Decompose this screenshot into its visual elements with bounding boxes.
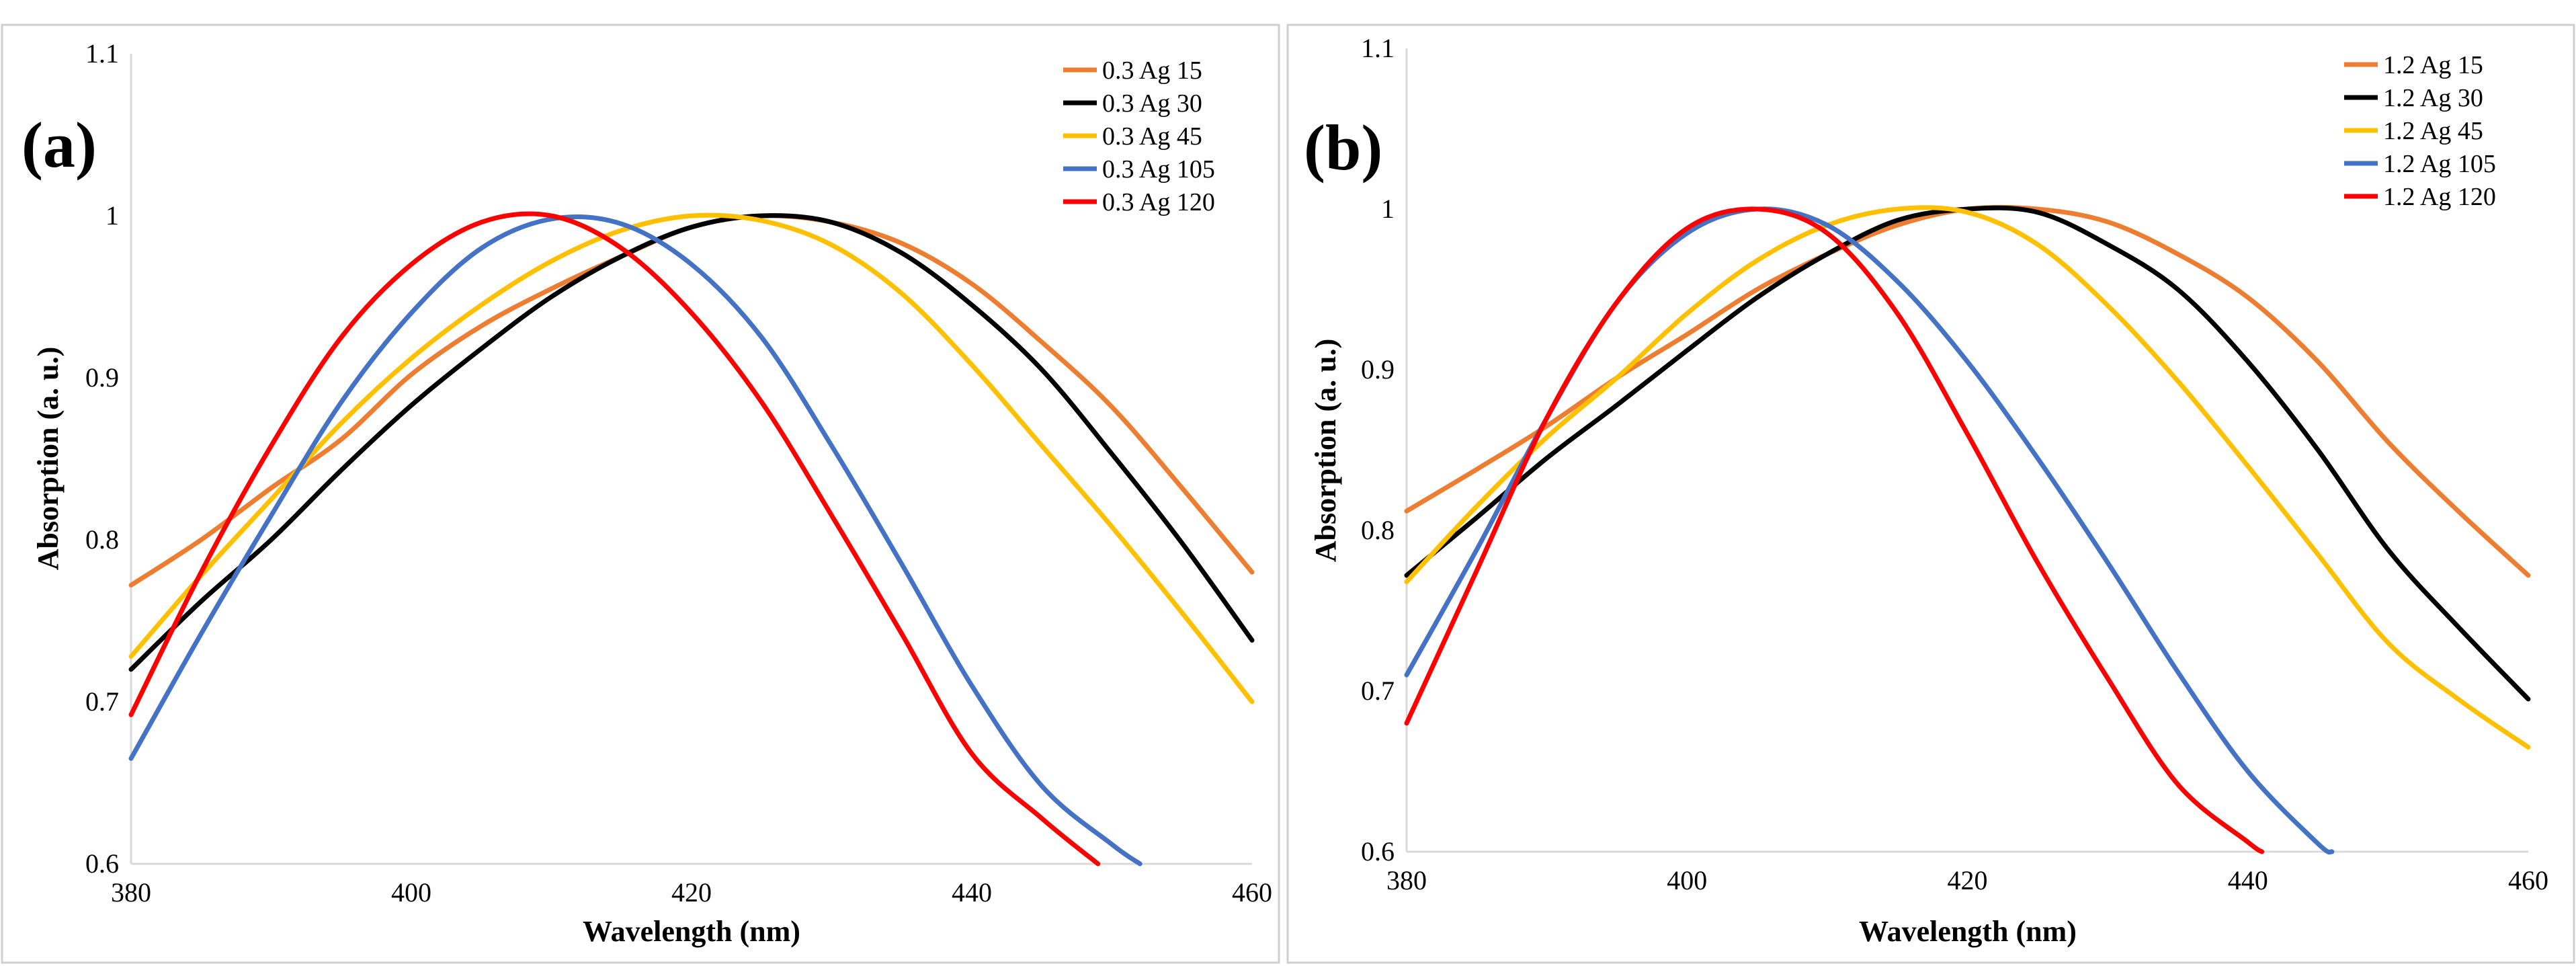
panel-b: (b) 0.6 0.7 0.8 0.9 1 1.1 380 400 420 440 460 1.2… [1286, 24, 2575, 964]
panel-a-x-tick-label: 440 [952, 877, 992, 908]
panel-b-y-tick-label: 0.9 [1361, 354, 1395, 385]
panel-b-y-tick-label: 0.7 [1361, 676, 1395, 706]
panel-b-x-ticks: 380 400 420 440 460 [1386, 865, 2548, 895]
panel-b-x-tick-label: 460 [2508, 865, 2548, 895]
panel-a-y-tick-label: 1 [106, 200, 119, 231]
panel-b-x-tick-label: 420 [1948, 865, 1988, 895]
panel-b-x-tick-label: 400 [1667, 865, 1707, 895]
panel-a-x-tick-label: 460 [1232, 877, 1272, 908]
panel-b-y-tick-label: 0.6 [1361, 836, 1395, 867]
panel-a-y-tick-label: 1.1 [85, 38, 119, 69]
panel-b-y-tick-label: 1.1 [1361, 33, 1395, 63]
panel-a-series-line-3 [128, 212, 1255, 705]
panel-a-y-tick-label: 0.9 [85, 362, 119, 393]
panel-a-y-ticks: 0.6 0.7 0.8 0.9 1 1.1 [85, 38, 119, 879]
panel-a-legend-label: 0.3 Ag 15 [1102, 56, 1202, 85]
panel-b-y-ticks: 0.6 0.7 0.8 0.9 1 1.1 [1361, 33, 1395, 867]
panel-a-legend-label: 0.3 Ag 45 [1102, 122, 1202, 151]
panel-b-x-tick-label: 440 [2228, 865, 2268, 895]
panel-b-y-tick-label: 0.8 [1361, 515, 1395, 545]
panel-a-x-axis-title: Wavelength (nm) [583, 915, 800, 948]
panel-b-legend-label: 1.2 Ag 120 [2383, 183, 2496, 211]
panel-a-series-line-2 [128, 213, 1255, 672]
panel-a-frame [1, 24, 1280, 964]
panel-b-y-axis-title: Absorption (a. u.) [1309, 339, 1342, 563]
panel-a-y-axis-title: Absorption (a. u.) [32, 347, 65, 571]
panel-b-series-line-3 [1404, 205, 2531, 750]
panel-a-legend-label: 0.3 Ag 105 [1102, 155, 1215, 184]
panel-b-legend-label: 1.2 Ag 15 [2383, 51, 2483, 79]
panel-a-legend-label: 0.3 Ag 30 [1102, 89, 1202, 118]
panel-a-y-tick-label: 0.8 [85, 524, 119, 555]
panel-a-series-line-4 [128, 214, 1142, 867]
panel-a-legend: 0.3 Ag 15 0.3 Ag 30 0.3 Ag 45 0.3 Ag 105 0.3… [1063, 56, 1215, 216]
panel-b-x-tick-label: 380 [1386, 865, 1427, 895]
panel-a-y-tick-label: 0.7 [85, 686, 119, 717]
panel-b-legend-label: 1.2 Ag 30 [2383, 84, 2483, 112]
panel-a-legend-label: 0.3 Ag 120 [1102, 188, 1215, 216]
panel-b-legend-label: 1.2 Ag 45 [2383, 117, 2483, 145]
panel-b-label: (b) [1304, 112, 1382, 184]
panel-b-series-line-2 [1404, 205, 2531, 702]
panel-a-x-tick-label: 380 [111, 877, 151, 908]
panel-a-x-tick-label: 400 [391, 877, 431, 908]
panel-a-x-ticks: 380 400 420 440 460 [111, 877, 1272, 908]
panel-a-x-tick-label: 420 [671, 877, 712, 908]
panel-a-y-tick-label: 0.6 [85, 848, 119, 879]
panel-b-series [1404, 204, 2531, 855]
panel-b-y-tick-label: 1 [1381, 194, 1395, 224]
panel-b-legend: 1.2 Ag 15 1.2 Ag 30 1.2 Ag 45 1.2 Ag 105 1.2… [2344, 51, 2496, 211]
panel-a-label: (a) [22, 109, 97, 181]
panel-b-legend-label: 1.2 Ag 105 [2383, 150, 2496, 178]
panel-b-series-line-5 [1404, 206, 2265, 854]
panel-b-frame [1286, 24, 2575, 964]
panel-a-series-line-5 [128, 211, 1101, 867]
panel-a-series [128, 211, 1255, 867]
panel-a: (a) 0.6 0.7 0.8 0.9 1 1.1 380 400 420 440 460 0.3… [1, 24, 1280, 964]
panel-b-x-axis-title: Wavelength (nm) [1859, 915, 2077, 948]
